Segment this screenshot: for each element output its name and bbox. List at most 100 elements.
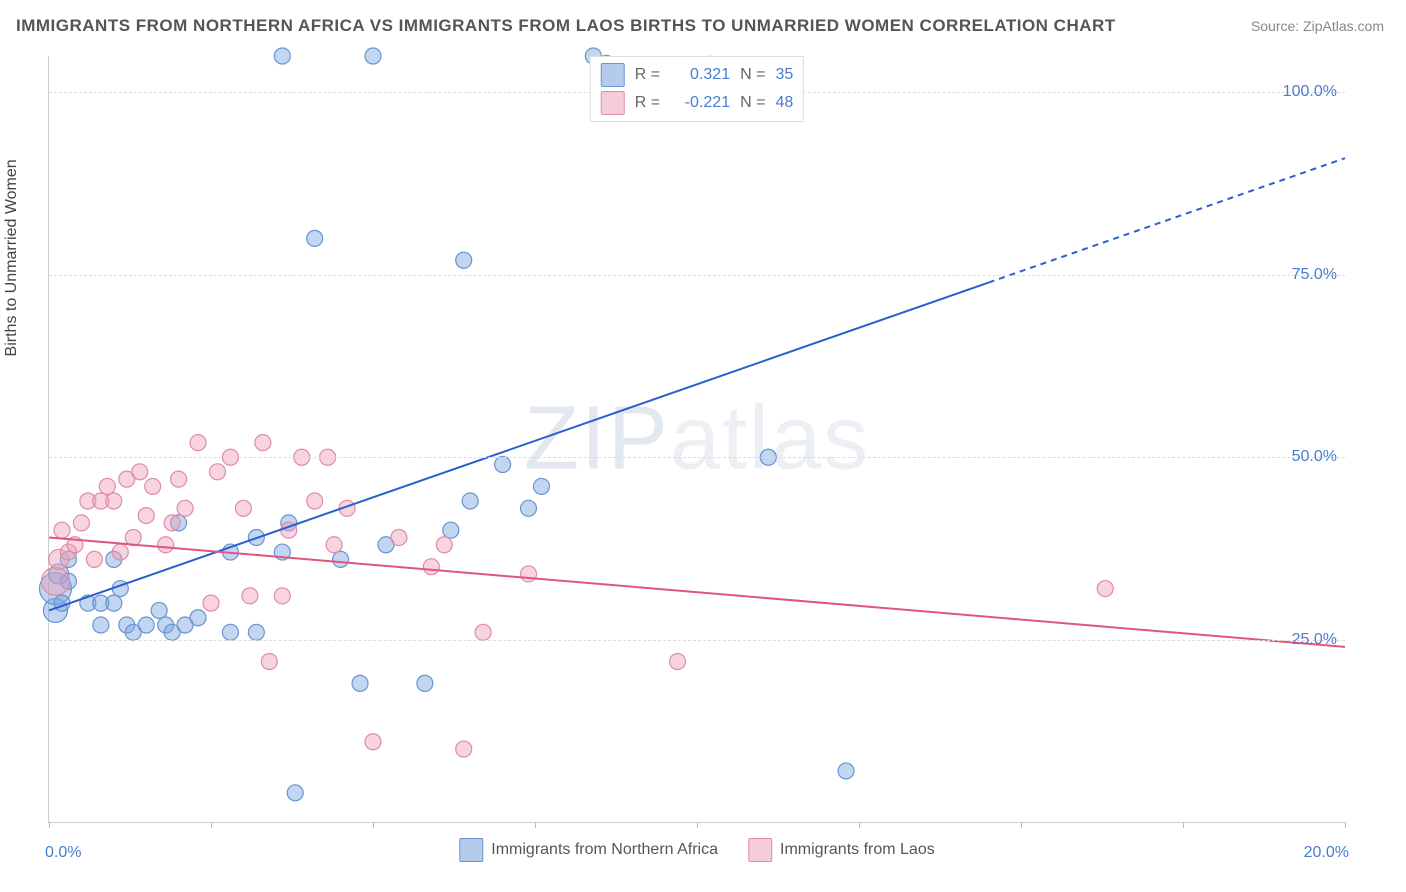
n-value-b: 48: [775, 94, 793, 112]
data-point: [521, 500, 537, 516]
data-point: [190, 610, 206, 626]
data-point: [365, 734, 381, 750]
data-point: [443, 522, 459, 538]
data-point: [307, 230, 323, 246]
data-point: [86, 551, 102, 567]
swatch-icon: [601, 91, 625, 115]
data-point: [255, 435, 271, 451]
x-tick: [1021, 822, 1022, 828]
data-point: [145, 478, 161, 494]
chart-svg: [49, 56, 1345, 822]
data-point: [203, 595, 219, 611]
data-point: [533, 478, 549, 494]
r-label: R =: [635, 66, 660, 84]
n-label: N =: [740, 94, 765, 112]
data-point: [391, 529, 407, 545]
data-point: [307, 493, 323, 509]
data-point: [235, 500, 251, 516]
data-point: [125, 529, 141, 545]
data-point: [93, 617, 109, 633]
x-tick: [697, 822, 698, 828]
x-tick-label: 0.0%: [45, 844, 81, 862]
x-tick: [1183, 822, 1184, 828]
data-point: [164, 515, 180, 531]
gridline: [49, 457, 1345, 458]
data-point: [475, 624, 491, 640]
data-point: [242, 588, 258, 604]
legend-row-series-b: R = -0.221 N = 48: [601, 89, 793, 117]
series-legend: Immigrants from Northern Africa Immigran…: [459, 838, 934, 862]
legend-row-series-a: R = 0.321 N = 35: [601, 61, 793, 89]
swatch-icon: [459, 838, 483, 862]
data-point: [158, 537, 174, 553]
gridline: [49, 640, 1345, 641]
r-label: R =: [635, 94, 660, 112]
chart-title: IMMIGRANTS FROM NORTHERN AFRICA VS IMMIG…: [16, 16, 1116, 36]
data-point: [521, 566, 537, 582]
data-point: [287, 785, 303, 801]
correlation-legend: R = 0.321 N = 35 R = -0.221 N = 48: [590, 56, 804, 122]
data-point: [138, 508, 154, 524]
data-point: [177, 500, 193, 516]
chart-container: IMMIGRANTS FROM NORTHERN AFRICA VS IMMIG…: [0, 0, 1406, 892]
data-point: [456, 741, 472, 757]
data-point: [132, 464, 148, 480]
data-point: [838, 763, 854, 779]
data-point: [171, 471, 187, 487]
data-point: [352, 675, 368, 691]
data-point: [106, 595, 122, 611]
legend-item-a: Immigrants from Northern Africa: [459, 838, 718, 862]
x-tick: [373, 822, 374, 828]
series-b-name: Immigrants from Laos: [780, 841, 935, 859]
data-point: [1097, 581, 1113, 597]
data-point: [274, 48, 290, 64]
gridline: [49, 275, 1345, 276]
data-point: [41, 567, 69, 595]
y-axis-label: Births to Unmarried Women: [3, 159, 21, 356]
y-tick-label: 25.0%: [1292, 631, 1337, 649]
data-point: [54, 522, 70, 538]
x-tick: [1345, 822, 1346, 828]
y-tick-label: 75.0%: [1292, 266, 1337, 284]
data-point: [436, 537, 452, 553]
n-label: N =: [740, 66, 765, 84]
data-point: [151, 602, 167, 618]
legend-item-b: Immigrants from Laos: [748, 838, 935, 862]
data-point: [274, 588, 290, 604]
data-point: [423, 559, 439, 575]
data-point: [333, 551, 349, 567]
data-point: [112, 544, 128, 560]
plot-area: ZIPatlas R = 0.321 N = 35 R = -0.221 N =…: [48, 56, 1345, 823]
data-point: [326, 537, 342, 553]
y-tick-label: 50.0%: [1292, 448, 1337, 466]
data-point: [248, 624, 264, 640]
r-value-b: -0.221: [670, 94, 730, 112]
data-point: [209, 464, 225, 480]
data-point: [462, 493, 478, 509]
swatch-icon: [601, 63, 625, 87]
data-point: [73, 515, 89, 531]
x-tick: [535, 822, 536, 828]
x-tick: [859, 822, 860, 828]
swatch-icon: [748, 838, 772, 862]
trend-line: [49, 283, 989, 611]
n-value-a: 35: [775, 66, 793, 84]
data-point: [190, 435, 206, 451]
data-point: [222, 624, 238, 640]
data-point: [106, 493, 122, 509]
data-point: [138, 617, 154, 633]
x-tick: [49, 822, 50, 828]
data-point: [670, 654, 686, 670]
x-tick-label: 20.0%: [1304, 844, 1349, 862]
trend-line-dashed: [989, 158, 1345, 282]
data-point: [365, 48, 381, 64]
source-attribution: Source: ZipAtlas.com: [1251, 18, 1384, 34]
data-point: [261, 654, 277, 670]
y-tick-label: 100.0%: [1283, 83, 1337, 101]
data-point: [417, 675, 433, 691]
x-tick: [211, 822, 212, 828]
data-point: [456, 252, 472, 268]
series-a-name: Immigrants from Northern Africa: [491, 841, 718, 859]
data-point: [495, 457, 511, 473]
data-point: [99, 478, 115, 494]
